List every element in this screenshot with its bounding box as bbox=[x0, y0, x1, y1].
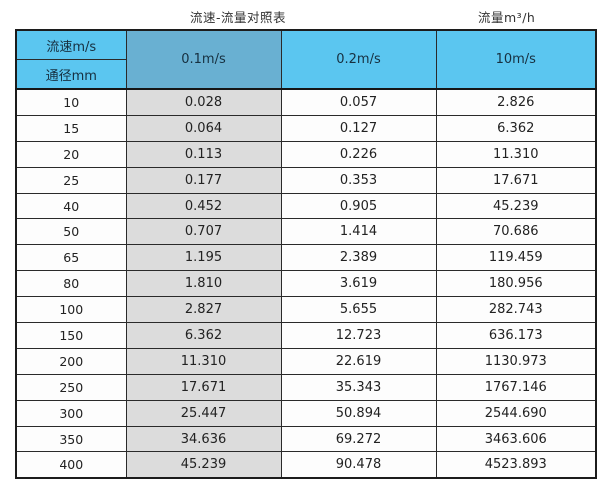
column-header-10ms: 10m/s bbox=[435, 29, 597, 90]
diameter-cell: 150 bbox=[15, 322, 127, 349]
flow-unit-label: 流量m³/h bbox=[478, 10, 536, 25]
flow-value-cell: 70.686 bbox=[435, 218, 597, 246]
diameter-cell: 80 bbox=[15, 270, 127, 298]
flow-value-cell: 2.826 bbox=[435, 88, 597, 116]
column-header-0-1ms: 0.1m/s bbox=[125, 29, 282, 90]
title-bar: 流速-流量对照表 流量m³/h bbox=[0, 4, 600, 26]
flow-value-cell: 180.956 bbox=[435, 270, 597, 298]
diameter-cell: 400 bbox=[15, 451, 127, 479]
flow-value-cell: 1.414 bbox=[280, 218, 437, 246]
table-row: 10 0.028 0.057 2.826 bbox=[15, 88, 597, 116]
flow-value-cell: 119.459 bbox=[435, 244, 597, 272]
flow-value-cell: 35.343 bbox=[280, 373, 437, 401]
flow-value-cell: 45.239 bbox=[125, 451, 282, 479]
diameter-cell: 300 bbox=[15, 399, 127, 427]
diameter-cell: 25 bbox=[15, 166, 127, 194]
flow-value-cell: 25.447 bbox=[125, 399, 282, 427]
flow-value-cell: 2.827 bbox=[125, 296, 282, 324]
flow-value-cell: 69.272 bbox=[280, 425, 437, 453]
flow-value-cell: 0.028 bbox=[125, 88, 282, 116]
flow-value-cell: 0.452 bbox=[125, 192, 282, 220]
table-row: 50 0.707 1.414 70.686 bbox=[15, 218, 597, 246]
table-row: 25 0.177 0.353 17.671 bbox=[15, 166, 597, 194]
flow-value-cell: 11.310 bbox=[125, 347, 282, 375]
flow-value-cell: 11.310 bbox=[435, 140, 597, 168]
column-header-0-2ms: 0.2m/s bbox=[280, 29, 437, 90]
corner-diameter-label: 通径mm bbox=[15, 59, 127, 90]
flow-value-cell: 6.362 bbox=[435, 114, 597, 142]
diameter-cell: 50 bbox=[15, 218, 127, 246]
flow-value-cell: 17.671 bbox=[435, 166, 597, 194]
diameter-cell: 65 bbox=[15, 244, 127, 272]
table-row: 200 11.310 22.619 1130.973 bbox=[15, 347, 597, 375]
flow-value-cell: 17.671 bbox=[125, 373, 282, 401]
flow-value-cell: 0.707 bbox=[125, 218, 282, 246]
table-row: 300 25.447 50.894 2544.690 bbox=[15, 399, 597, 427]
flow-value-cell: 0.064 bbox=[125, 114, 282, 142]
table-row: 20 0.113 0.226 11.310 bbox=[15, 140, 597, 168]
diameter-cell: 100 bbox=[15, 296, 127, 324]
flow-value-cell: 1767.146 bbox=[435, 373, 597, 401]
diameter-cell: 350 bbox=[15, 425, 127, 453]
diameter-cell: 40 bbox=[15, 192, 127, 220]
diameter-cell: 20 bbox=[15, 140, 127, 168]
page-title: 流速-流量对照表 bbox=[190, 10, 287, 25]
flow-value-cell: 4523.893 bbox=[435, 451, 597, 479]
flow-value-cell: 3.619 bbox=[280, 270, 437, 298]
flow-value-cell: 1.810 bbox=[125, 270, 282, 298]
table-row: 40 0.452 0.905 45.239 bbox=[15, 192, 597, 220]
flow-value-cell: 6.362 bbox=[125, 322, 282, 349]
flow-value-cell: 0.177 bbox=[125, 166, 282, 194]
flow-value-cell: 282.743 bbox=[435, 296, 597, 324]
flow-value-cell: 0.057 bbox=[280, 88, 437, 116]
flow-value-cell: 2.389 bbox=[280, 244, 437, 272]
flow-value-cell: 34.636 bbox=[125, 425, 282, 453]
table-header: 流速m/s 0.1m/s 0.2m/s 10m/s 通径mm bbox=[15, 29, 597, 90]
flow-value-cell: 0.113 bbox=[125, 140, 282, 168]
flow-value-cell: 0.226 bbox=[280, 140, 437, 168]
table-row: 250 17.671 35.343 1767.146 bbox=[15, 373, 597, 401]
table-row: 400 45.239 90.478 4523.893 bbox=[15, 451, 597, 479]
diameter-cell: 15 bbox=[15, 114, 127, 142]
table-row: 15 0.064 0.127 6.362 bbox=[15, 114, 597, 142]
flow-value-cell: 45.239 bbox=[435, 192, 597, 220]
flow-value-cell: 50.894 bbox=[280, 399, 437, 427]
flow-value-cell: 0.127 bbox=[280, 114, 437, 142]
table-row: 65 1.195 2.389 119.459 bbox=[15, 244, 597, 272]
flow-value-cell: 90.478 bbox=[280, 451, 437, 479]
flow-value-cell: 1130.973 bbox=[435, 347, 597, 375]
flow-rate-table: 流速m/s 0.1m/s 0.2m/s 10m/s 通径mm 10 0.028 0.… bbox=[15, 29, 597, 479]
table-row: 350 34.636 69.272 3463.606 bbox=[15, 425, 597, 453]
diameter-cell: 10 bbox=[15, 88, 127, 116]
diameter-cell: 250 bbox=[15, 373, 127, 401]
table-row: 100 2.827 5.655 282.743 bbox=[15, 296, 597, 324]
flow-value-cell: 2544.690 bbox=[435, 399, 597, 427]
flow-value-cell: 12.723 bbox=[280, 322, 437, 349]
table-row: 150 6.362 12.723 636.173 bbox=[15, 322, 597, 349]
diameter-cell: 200 bbox=[15, 347, 127, 375]
flow-value-cell: 1.195 bbox=[125, 244, 282, 272]
table-body: 10 0.028 0.057 2.826 15 0.064 0.127 6.362 20 0.11… bbox=[15, 88, 597, 479]
flow-value-cell: 5.655 bbox=[280, 296, 437, 324]
flow-value-cell: 0.905 bbox=[280, 192, 437, 220]
flow-value-cell: 22.619 bbox=[280, 347, 437, 375]
flow-value-cell: 3463.606 bbox=[435, 425, 597, 453]
table-row: 80 1.810 3.619 180.956 bbox=[15, 270, 597, 298]
flow-value-cell: 636.173 bbox=[435, 322, 597, 349]
corner-velocity-label: 流速m/s bbox=[15, 29, 127, 60]
flow-value-cell: 0.353 bbox=[280, 166, 437, 194]
